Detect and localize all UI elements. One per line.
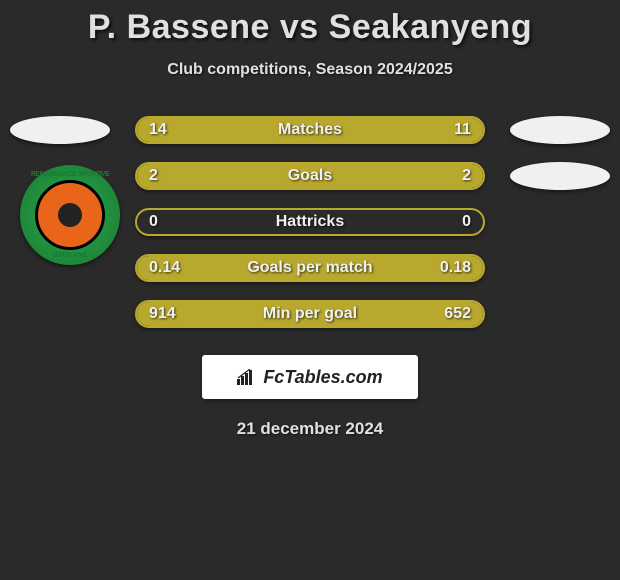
stat-label: Hattricks — [137, 213, 483, 231]
stat-label: Matches — [137, 121, 483, 139]
club-logo-ring: RENAISSANCE SPORTIVE BERKANE — [20, 165, 120, 265]
football-icon — [58, 203, 82, 227]
stat-right-value: 2 — [462, 167, 471, 185]
stat-bar: 914 Min per goal 652 — [135, 300, 485, 328]
stat-label: Min per goal — [137, 305, 483, 323]
player-left-oval — [10, 116, 110, 144]
club-logo-inner — [35, 180, 105, 250]
stat-label: Goals — [137, 167, 483, 185]
stat-row: 914 Min per goal 652 — [0, 291, 620, 337]
stat-bar: 2 Goals 2 — [135, 162, 485, 190]
date-text: 21 december 2024 — [0, 419, 620, 439]
watermark-text: FcTables.com — [263, 367, 382, 388]
player-right-oval — [510, 116, 610, 144]
club-logo-text-bottom: BERKANE — [20, 252, 120, 259]
player-right-oval — [510, 162, 610, 190]
stat-bar: 14 Matches 11 — [135, 116, 485, 144]
watermark-badge[interactable]: FcTables.com — [202, 355, 418, 399]
stat-label: Goals per match — [137, 259, 483, 277]
page-subtitle: Club competitions, Season 2024/2025 — [0, 61, 620, 79]
stats-area: 14 Matches 11 2 Goals 2 0 Hattrick — [0, 107, 620, 337]
stat-row: 14 Matches 11 — [0, 107, 620, 153]
stat-right-value: 11 — [454, 121, 471, 139]
club-logo-text-top: RENAISSANCE SPORTIVE — [20, 171, 120, 178]
stat-bar: 0.14 Goals per match 0.18 — [135, 254, 485, 282]
page-title: P. Bassene vs Seakanyeng — [0, 8, 620, 47]
club-logo-left: RENAISSANCE SPORTIVE BERKANE — [20, 165, 120, 265]
stat-bar: 0 Hattricks 0 — [135, 208, 485, 236]
stat-right-value: 652 — [444, 305, 471, 323]
stat-right-value: 0.18 — [440, 259, 471, 277]
stat-right-value: 0 — [462, 213, 471, 231]
bar-chart-icon — [237, 369, 257, 385]
comparison-card: P. Bassene vs Seakanyeng Club competitio… — [0, 0, 620, 439]
